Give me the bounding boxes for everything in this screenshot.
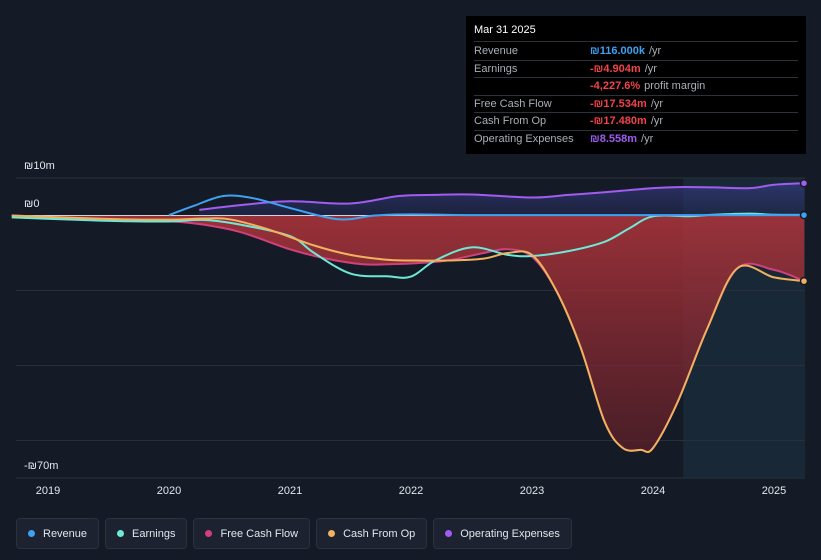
earnings-line [11,212,805,279]
tooltip-row-free-cash-flow: Free Cash Flow -₪17.534m /yr [474,96,798,113]
tooltip-value: ₪116.000k [590,45,645,57]
tooltip-row-revenue: Revenue ₪116.000k /yr [474,43,798,61]
x-tick-2021: 2021 [277,485,303,497]
tooltip-value: -₪17.534m [590,97,647,110]
tooltip-row-earnings: Earnings -₪4.904m /yr [474,61,798,78]
legend-dot-icon [205,530,213,537]
legend-label: Operating Expenses [460,527,560,540]
tooltip-value: -₪17.480m [590,115,647,127]
tooltip-label: Revenue [474,45,519,57]
operating-expenses-end-point [799,179,809,188]
data-tooltip: Mar 31 2025 Revenue ₪116.000k /yr Earnin… [466,16,806,154]
x-tick-2019: 2019 [35,485,61,497]
tooltip-value: -4,227.6% [590,80,641,92]
revenue-end-point [799,210,809,220]
tooltip-date: Mar 31 2025 [474,24,798,42]
y-axis-top-label: ₪10m [24,160,55,172]
legend-item-earnings[interactable]: Earnings [105,518,188,549]
legend-label: Earnings [132,527,176,540]
x-tick-2024: 2024 [640,485,666,497]
legend-dot-icon [117,530,125,537]
legend-item-cash-from-op[interactable]: Cash From Op [316,518,428,549]
tooltip-unit: profit margin [644,80,706,92]
cash-from-op-line [11,214,805,454]
tooltip-unit: /yr [644,62,657,75]
tooltip-row-profit-margin: -4,227.6% profit margin [474,78,798,96]
operating-expenses-line [199,182,805,211]
tooltip-unit: /yr [650,115,664,127]
tooltip-value: -₪4.904m [590,62,641,75]
tooltip-unit: /yr [649,45,662,57]
operating-expenses-area [199,183,805,216]
legend-label: Cash From Op [343,527,416,540]
tooltip-unit: /yr [650,97,664,110]
x-tick-2020: 2020 [156,485,182,497]
free-cash-flow-area [11,215,805,453]
tooltip-label: Operating Expenses [474,132,574,145]
tooltip-value: ₪8.558m [590,132,638,145]
legend-dot-icon [328,530,336,537]
tooltip-label: Earnings [474,62,518,75]
revenue-line [168,194,805,221]
y-axis-zero-label: ₪0 [24,198,40,210]
x-tick-2025: 2025 [761,485,787,497]
legend-dot-icon [28,530,35,537]
tooltip-row-operating-expenses: Operating Expenses ₪8.558m /yr [474,131,798,148]
chart-plot [11,177,809,479]
chart-legend: Revenue Earnings Free Cash Flow Cash Fro… [16,518,572,549]
legend-item-operating-expenses[interactable]: Operating Expenses [433,518,572,549]
x-tick-2023: 2023 [519,485,545,497]
x-tick-2022: 2022 [398,485,424,497]
y-axis-bottom-label: -₪70m [24,460,59,472]
legend-label: Revenue [43,527,88,540]
tooltip-label: Free Cash Flow [474,97,552,110]
legend-label: Free Cash Flow [220,527,299,540]
legend-item-free-cash-flow[interactable]: Free Cash Flow [193,518,311,549]
legend-dot-icon [445,530,453,537]
tooltip-unit: /yr [641,132,654,145]
tooltip-label: Cash From Op [474,115,547,127]
tooltip-row-cash-from-op: Cash From Op -₪17.480m /yr [474,113,798,131]
legend-item-revenue[interactable]: Revenue [16,518,100,549]
tooltip-label [474,78,590,95]
cash-from-op-end-point [799,276,809,286]
